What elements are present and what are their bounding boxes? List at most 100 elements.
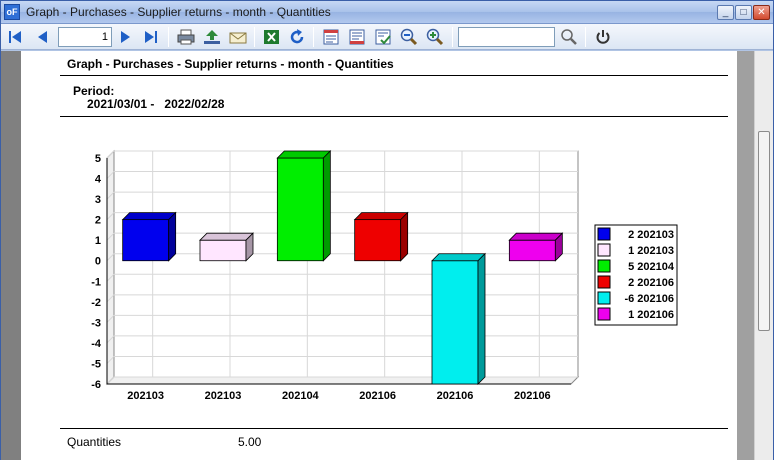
- x-tick-label: 202104: [282, 390, 320, 402]
- window-title: Graph - Purchases - Supplier returns - m…: [26, 5, 331, 19]
- legend-item: -6 202106: [624, 293, 674, 305]
- title-bar[interactable]: oF Graph - Purchases - Supplier returns …: [1, 1, 773, 24]
- y-tick-label: 5: [95, 153, 101, 165]
- minimize-button[interactable]: _: [717, 5, 734, 20]
- footer-label: Quantities: [67, 435, 122, 449]
- legend-item: 2 202103: [628, 229, 674, 241]
- legend-swatch: [597, 259, 611, 273]
- gridline: [106, 273, 115, 282]
- page-check-icon[interactable]: [373, 27, 393, 47]
- y-tick-label: -4: [91, 338, 102, 350]
- legend-swatch: [597, 227, 611, 241]
- bar-front: [354, 219, 402, 262]
- x-tick-label: 202106: [359, 390, 396, 402]
- gridline: [106, 191, 115, 200]
- gridline: [106, 335, 115, 344]
- period-label: Period:: [73, 84, 115, 98]
- legend-item: 5 202104: [628, 261, 675, 273]
- bar-side: [477, 252, 486, 385]
- legend-item: 2 202106: [628, 277, 674, 289]
- gridline: [106, 294, 115, 303]
- zoom-in-icon[interactable]: [425, 27, 445, 47]
- search-icon[interactable]: [559, 27, 579, 47]
- excel-icon[interactable]: [262, 27, 282, 47]
- bar-side: [245, 232, 254, 262]
- page-layout-icon[interactable]: [321, 27, 341, 47]
- bar-front: [276, 157, 324, 262]
- close-report-icon[interactable]: [593, 27, 613, 47]
- y-tick-label: -2: [91, 297, 101, 309]
- zoom-out-icon[interactable]: [399, 27, 419, 47]
- maximize-button[interactable]: □: [735, 5, 752, 20]
- gridline: [106, 232, 115, 241]
- y-tick-label: 0: [95, 256, 101, 268]
- footer-value: 5.00: [238, 435, 262, 449]
- bar-side: [400, 211, 409, 262]
- bar-side: [322, 150, 331, 262]
- last-page-icon[interactable]: [141, 27, 161, 47]
- y-tick-label: -6: [91, 379, 101, 391]
- toolbar-separator: [254, 27, 255, 47]
- gridline: [106, 376, 115, 385]
- report-page: Graph - Purchases - Supplier returns - m…: [21, 51, 737, 460]
- vertical-scrollbar[interactable]: [754, 51, 773, 460]
- bar-side: [168, 211, 177, 262]
- legend-swatch: [597, 243, 611, 257]
- y-tick-label: 3: [95, 194, 101, 206]
- gridline: [106, 315, 115, 323]
- search-input[interactable]: [458, 27, 555, 47]
- period-to: 2022/02/28: [164, 97, 225, 111]
- bar-front: [508, 239, 556, 262]
- legend-swatch: [597, 275, 611, 289]
- next-page-icon[interactable]: [115, 27, 135, 47]
- toolbar-separator: [168, 27, 169, 47]
- page-setup-icon[interactable]: [347, 27, 367, 47]
- y-tick-label: 4: [95, 174, 102, 186]
- page-number-input[interactable]: [58, 27, 112, 47]
- close-button[interactable]: ✕: [753, 5, 770, 20]
- divider: [60, 75, 728, 76]
- toolbar: [1, 24, 773, 50]
- report-viewport: Graph - Purchases - Supplier returns - m…: [1, 51, 773, 460]
- page-gutter: [737, 51, 754, 460]
- x-tick-label: 202106: [437, 390, 474, 402]
- chart-side-wall: [106, 149, 115, 386]
- first-page-icon[interactable]: [5, 27, 25, 47]
- legend-item: 1 202103: [628, 245, 674, 257]
- legend-swatch: [597, 291, 611, 305]
- toolbar-separator: [452, 27, 453, 47]
- y-tick-label: -5: [91, 358, 101, 370]
- email-icon[interactable]: [228, 27, 248, 47]
- x-tick-label: 202103: [127, 390, 164, 402]
- legend-item: 1 202106: [628, 309, 674, 321]
- gridline: [106, 253, 115, 262]
- gridline: [106, 171, 115, 179]
- prev-page-icon[interactable]: [33, 27, 53, 47]
- bar-top: [199, 232, 254, 241]
- print-icon[interactable]: [176, 27, 196, 47]
- bar-chart: 5 4 3 2 1 0 -1 -2 -3 -4 -5 -6 202103 202103 202104 2021…: [91, 149, 678, 402]
- period-range: 2021/03/01 - 2022/02/28: [87, 97, 224, 111]
- bar-side: [554, 232, 563, 262]
- divider: [60, 428, 728, 429]
- refresh-icon[interactable]: [287, 27, 307, 47]
- y-tick-label: 2: [95, 215, 101, 227]
- x-tick-label: 202103: [205, 390, 242, 402]
- export-icon[interactable]: [202, 27, 222, 47]
- bar-top: [276, 150, 332, 159]
- bar-front: [431, 260, 479, 385]
- bar-front: [122, 219, 170, 262]
- scrollbar-thumb[interactable]: [758, 131, 770, 331]
- bar-top: [353, 212, 409, 221]
- bar-front: [199, 239, 247, 262]
- app-icon: oF: [4, 4, 20, 20]
- legend-swatch: [597, 307, 611, 321]
- bar-top: [121, 212, 177, 221]
- gridline: [106, 212, 115, 220]
- chart-floor: [105, 376, 580, 385]
- y-tick-label: 1: [95, 235, 101, 247]
- period-from: 2021/03/01 -: [87, 97, 155, 111]
- bar-top: [431, 253, 486, 262]
- bar-top: [508, 232, 564, 241]
